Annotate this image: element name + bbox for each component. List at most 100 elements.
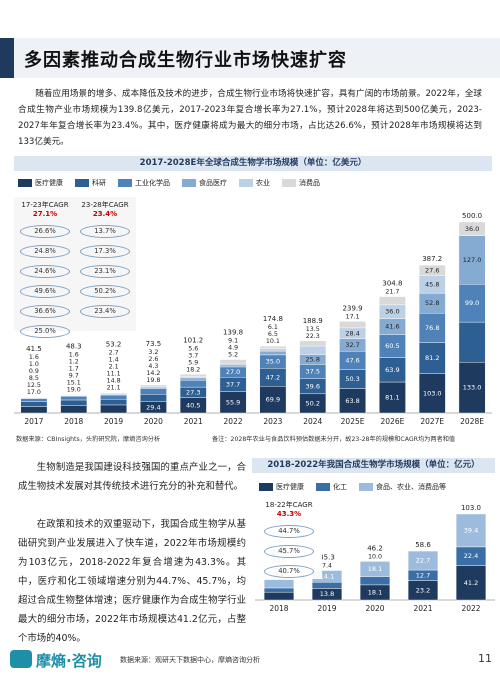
cagr-value: 25.0% (20, 325, 70, 338)
x-tick-label: 2022 (224, 417, 243, 426)
value-label: 6.1 (268, 324, 278, 331)
bar-segment (140, 386, 167, 389)
value-label: 3.7 (188, 352, 198, 359)
title-bar: 多因素推动合成生物行业市场快速扩容 (0, 38, 500, 78)
bar-segment (60, 405, 88, 414)
value-label: 9.1 (228, 338, 238, 345)
x-tick-label: 2024 (303, 417, 322, 426)
accent (0, 38, 14, 78)
cagr-value: 50.2% (80, 285, 130, 298)
value-label: 22.3 (306, 333, 320, 340)
chart-title: 2017-2028E年全球合成生物学市场规模（单位：亿美元） (14, 156, 492, 171)
cagr-value: 24.6% (20, 265, 70, 278)
bar-segment (179, 379, 207, 388)
legend-swatch (259, 483, 273, 491)
value-label: 60.5 (385, 342, 399, 350)
bar-segment (20, 398, 48, 402)
paragraph: 生物制造是我国建设科技强国的重点产业之一，合成生物技术发展对其传统技术进行充分的… (18, 462, 246, 492)
legend-label: 消费品 (299, 178, 320, 187)
value-label: 63.8 (345, 397, 359, 405)
legend-label: 化工 (333, 482, 347, 491)
value-label: 5.6 (188, 345, 198, 352)
x-tick-label: 2023 (263, 417, 282, 426)
legend-label: 工业化学品 (135, 178, 170, 187)
legend-swatch (316, 483, 330, 491)
cagr-head: 17-23年CAGR (21, 201, 69, 209)
value-label: 55.9 (226, 398, 240, 406)
value-label: 36.0 (465, 225, 479, 233)
bar-segment (299, 340, 327, 347)
value-label: 39.4 (464, 526, 478, 534)
value-label: 13.8 (320, 590, 334, 598)
bar-segment (418, 313, 446, 343)
bar-segment (219, 359, 247, 364)
x-tick-label: 2019 (104, 417, 123, 426)
bar-segment (311, 582, 343, 589)
intro: 随着应用场景的增多、成本降低及技术的进步，合成生物行业市场将快速扩容，具有广阔的… (18, 89, 482, 147)
value-label: 12.7 (416, 571, 430, 579)
bar-segment (20, 396, 48, 398)
bar-segment (179, 374, 207, 377)
value-label: 1.0 (29, 361, 39, 368)
bar-segment (140, 388, 167, 395)
value-label: 3.2 (148, 349, 158, 356)
x-tick-label: 2020 (144, 417, 163, 426)
value-label: 4.9 (228, 345, 238, 352)
value-label: 2.7 (109, 350, 119, 357)
x-tick-label: 2017 (24, 417, 43, 426)
value-label: 1.6 (69, 352, 79, 359)
value-label: 19.8 (146, 377, 160, 384)
bar-segment (458, 321, 486, 363)
bar-segment (259, 386, 287, 414)
value-label: 32.7 (345, 341, 359, 349)
page-number: 11 (478, 652, 492, 665)
value-label: 18.1 (368, 565, 382, 573)
total-label: 103.0 (461, 504, 481, 512)
value-label: 133.0 (463, 384, 482, 392)
value-label: 10.0 (368, 553, 382, 560)
bar-segment (263, 579, 295, 589)
value-label: 2.1 (109, 364, 119, 371)
bar-segment (359, 576, 391, 586)
value-label: 13.5 (306, 326, 320, 333)
bar-segment (263, 591, 295, 601)
cagr-items: 13.7% 17.3% 23.1% 50.2% 23.4% (76, 225, 134, 318)
cagr-head: 18-22年CAGR (265, 501, 313, 509)
total-label: 500.0 (462, 212, 482, 220)
bar-segment (219, 364, 247, 368)
legend-swatch (182, 179, 196, 187)
value-label: 27.0 (226, 368, 240, 376)
note: 备注：2028年农业与食品饮料预估数据未分开，故23-28年的规模和CAGR均为… (212, 436, 456, 443)
cagr-col: 23-28年CAGR 23.4% 13.7% 17.3% 23.1% 50.2% 23.… (76, 197, 134, 318)
source: 数据来源：CBInsights，头豹研究院，摩熵咨询分析 (16, 436, 161, 443)
total-label: 53.2 (106, 341, 122, 349)
cagr-value: 49.6% (20, 285, 70, 298)
x-tick-label: 2028E (460, 417, 484, 426)
x-tick-label: 2021 (413, 604, 432, 613)
brand: 摩熵·咨询 (36, 652, 102, 670)
value-label: 4.3 (148, 363, 158, 370)
value-label: 18.2 (186, 366, 200, 373)
value-label: 7.4 (322, 563, 332, 570)
bar-segment (458, 221, 486, 236)
value-label: 18.1 (368, 588, 382, 596)
cagr-total: 27.1% (32, 210, 58, 218)
cagr-value: 26.6% (20, 225, 70, 238)
total-label: 174.8 (263, 315, 283, 323)
legend-swatch (18, 179, 32, 187)
bar-segment (263, 587, 295, 593)
bar-segment (407, 550, 439, 571)
cagr-box: 17-23年CAGR 27.1% 26.6% 24.8% 24.6% 49.6% 36.… (14, 197, 136, 338)
value-label: 21.1 (107, 385, 121, 392)
legend-label: 科研 (92, 178, 106, 187)
bar-segment (100, 394, 127, 400)
total-label: 41.5 (26, 345, 42, 353)
legend-swatch (359, 483, 373, 491)
bar-segment (455, 513, 487, 548)
total-label: 188.9 (303, 317, 323, 325)
value-label: 14.2 (146, 370, 160, 377)
bar-segment (100, 399, 127, 406)
bar-segment (259, 348, 287, 352)
x-tick-label: 2018 (64, 417, 83, 426)
legend-label: 医疗健康 (35, 178, 63, 187)
